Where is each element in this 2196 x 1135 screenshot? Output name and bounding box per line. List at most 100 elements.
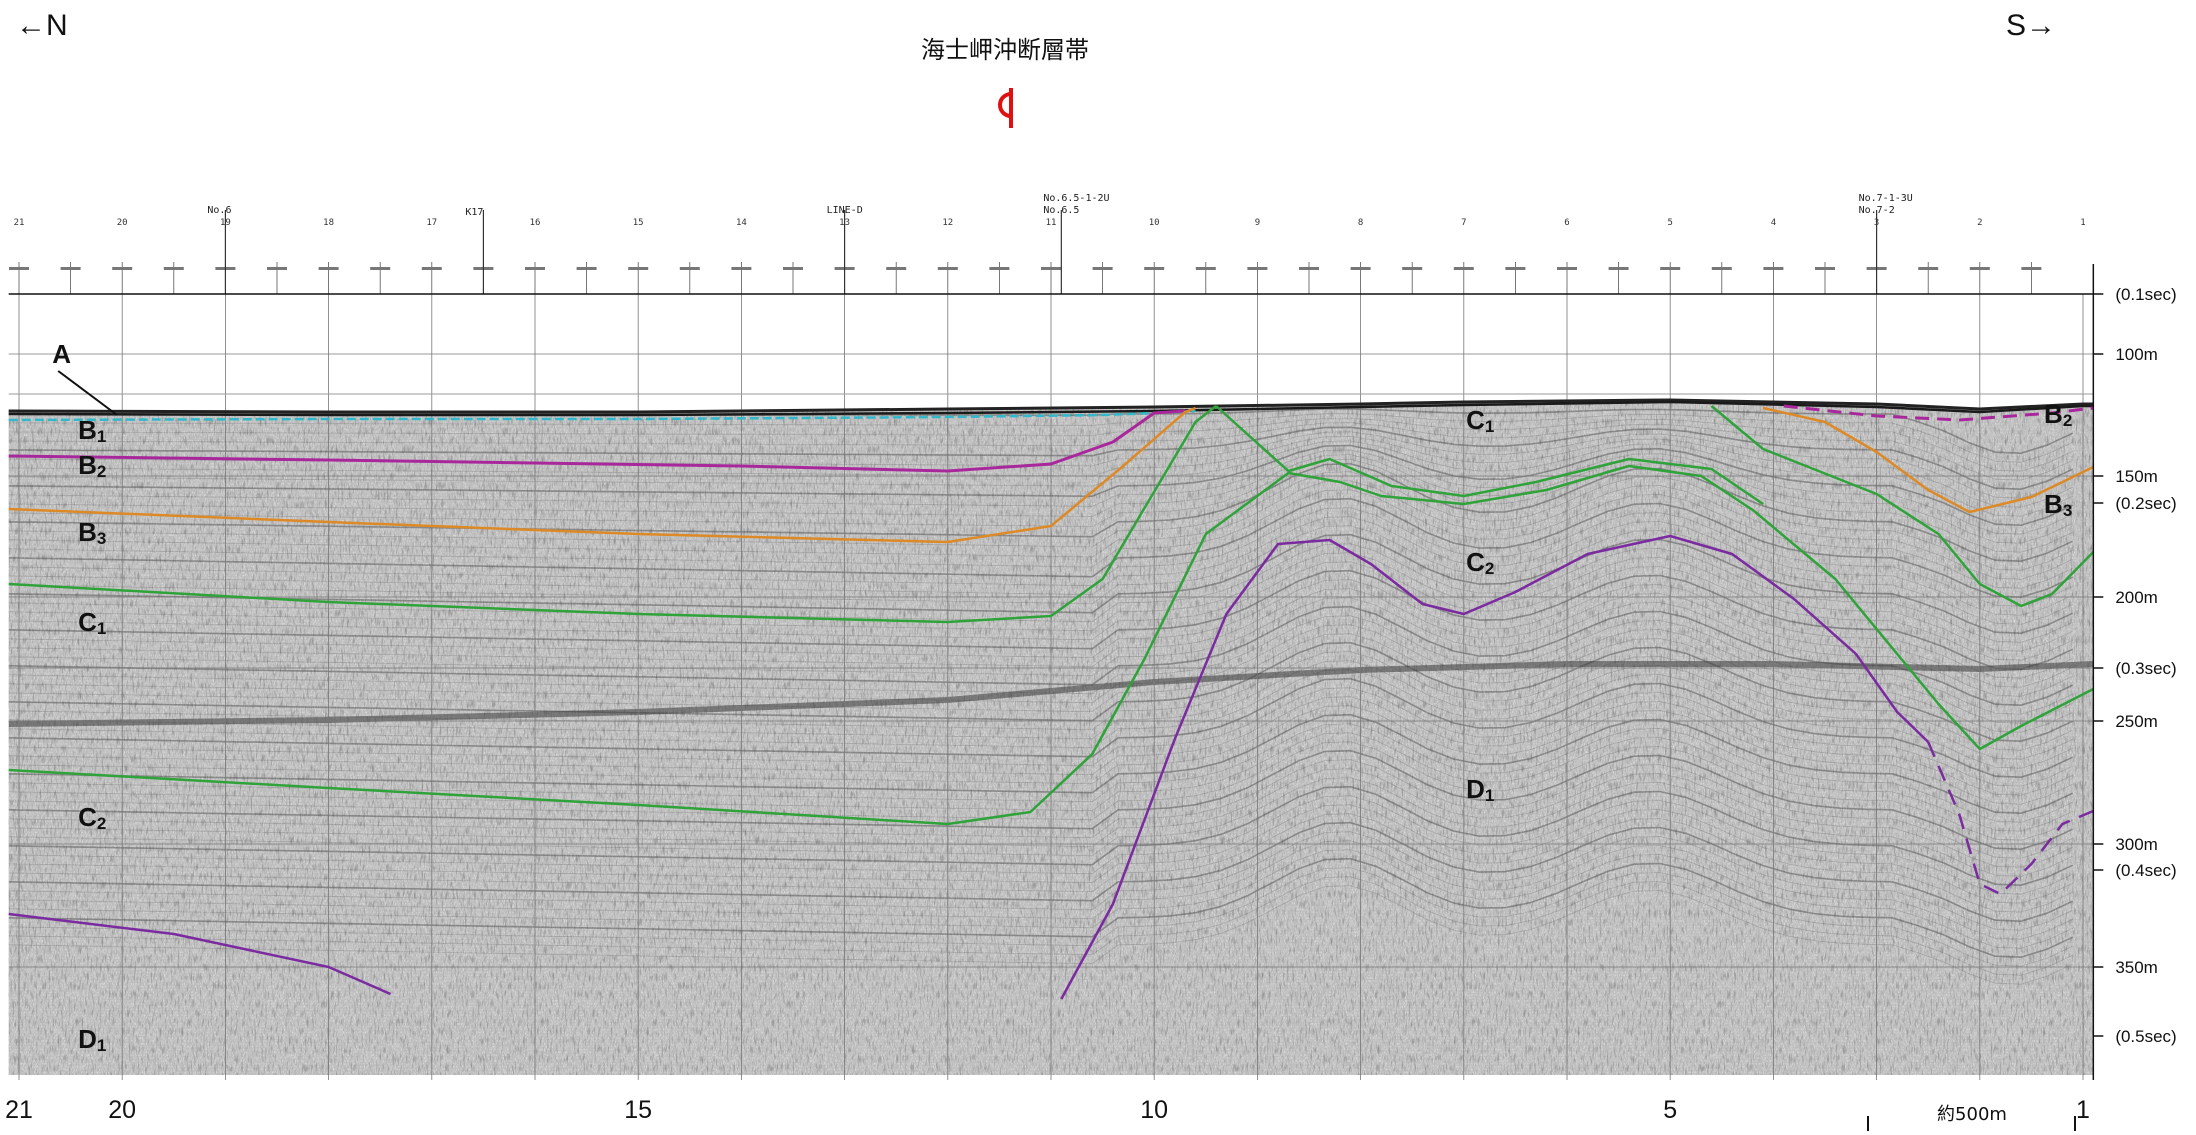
reflector-band	[8, 867, 2073, 967]
top-strip-marker	[628, 267, 649, 270]
depth-label: 300m	[2115, 835, 2158, 854]
top-strip-marker	[318, 267, 339, 270]
top-strip-marker	[1557, 267, 1577, 270]
horizon-magenta	[8, 409, 1186, 473]
fault-title: 海士岬沖断層帯	[921, 36, 1089, 64]
horizon-magentaS	[1783, 404, 2094, 422]
reflector-band	[8, 759, 2073, 859]
bottom-tick-label: 21	[5, 1096, 33, 1124]
top-strip-marker	[1711, 267, 1732, 270]
station-label: No.7-1-3U	[1859, 193, 1913, 204]
reflector-band	[8, 749, 2074, 851]
reflector-band	[8, 741, 2073, 841]
depth-label: 100m	[2115, 345, 2158, 364]
seabed-line	[8, 398, 2094, 414]
horizon-orangeS	[1762, 406, 2094, 514]
reflector-band	[8, 417, 2073, 472]
reflector-band	[8, 876, 2073, 976]
top-strip-marker	[1453, 267, 1474, 270]
reflector-band	[8, 413, 2073, 463]
unit-a-leader	[57, 370, 118, 416]
depth-label: (0.2sec)	[2115, 494, 2176, 513]
reflector-band	[8, 831, 2073, 931]
top-tick-label: 21	[14, 218, 25, 228]
seismic-reflection-image	[8, 400, 2094, 1075]
horizon-black	[8, 400, 2094, 417]
top-strip-marker	[1247, 267, 1268, 270]
unit-label-main: B	[78, 415, 97, 445]
reflector-band	[8, 497, 2074, 599]
top-tick-label: 8	[1358, 218, 1363, 228]
top-strip-marker	[1763, 267, 1784, 270]
horizon-purpleD1dash	[1927, 741, 2094, 896]
unit-label-c2: C2	[1466, 547, 1494, 578]
unit-label-b1: B1	[78, 415, 106, 446]
top-strip-marker	[937, 267, 958, 270]
horizon-purpleD	[8, 912, 391, 996]
unit-label-main: A	[52, 339, 71, 369]
top-strip-marker	[1402, 267, 1423, 270]
top-strip-marker	[9, 267, 29, 270]
reflector-band	[8, 516, 2073, 616]
station-label: No.6	[207, 205, 231, 216]
reflector-band	[8, 444, 2074, 527]
horizon-greenC2upper	[1215, 405, 1764, 506]
top-tick-label: 6	[1564, 218, 1569, 228]
top-strip-marker	[886, 267, 907, 270]
unit-label-subscript: 1	[1485, 786, 1494, 805]
top-tick-label: 1	[2080, 218, 2085, 228]
top-tick-label: 10	[1149, 218, 1160, 228]
reflector-band	[8, 795, 2073, 895]
unit-label-c2: C2	[78, 802, 106, 833]
top-strip-marker	[1092, 267, 1113, 270]
depth-label: (0.1sec)	[2115, 285, 2176, 304]
top-strip-marker	[1660, 267, 1681, 270]
top-strip-marker	[1041, 267, 1061, 270]
reflector-band	[8, 489, 2073, 589]
top-tick-label: 2	[1977, 218, 1982, 228]
reflector-band	[8, 713, 2074, 815]
reflector-band	[8, 732, 2073, 832]
top-strip-marker	[1144, 267, 1165, 270]
unit-label-d1: D1	[78, 1024, 106, 1055]
reflector-band	[8, 480, 2073, 580]
unit-label-main: B	[2044, 399, 2063, 429]
unit-label-main: D	[1466, 774, 1485, 804]
reflector-band	[8, 705, 2073, 805]
unit-label-b2: B2	[78, 450, 106, 481]
north-label: ←N	[16, 9, 68, 42]
reflector-band	[8, 426, 2074, 491]
station-label: No.6.5	[1043, 205, 1079, 216]
reflector-band	[8, 821, 2074, 923]
depth-label: 350m	[2115, 958, 2158, 977]
top-strip-marker	[1299, 267, 1319, 270]
top-strip-marker	[1969, 267, 1990, 270]
scale-bar: 約500m	[1867, 1104, 2076, 1131]
reflector-band	[8, 525, 2073, 625]
depth-label: (0.5sec)	[2115, 1027, 2176, 1046]
reflector-band	[8, 813, 2073, 913]
top-strip-marker	[1195, 267, 1216, 270]
station-label: No.6.5-1-2U	[1043, 193, 1109, 204]
reflector-band	[8, 669, 2073, 769]
reflector-band	[8, 454, 2073, 544]
top-strip-marker	[783, 267, 803, 270]
bottom-tick-label: 20	[108, 1096, 136, 1124]
horizon-greenC1	[8, 405, 1217, 624]
bottom-tick-label: 15	[624, 1096, 652, 1124]
station-label: K17	[465, 207, 483, 218]
top-tick-label: 12	[942, 218, 953, 228]
station-label: No.7-2	[1859, 205, 1895, 216]
reflector-band	[8, 840, 2073, 940]
fault-symbol	[998, 88, 1013, 128]
unit-label-main: C	[78, 607, 97, 637]
unit-label-subscript: 2	[1485, 559, 1494, 578]
top-strip-marker	[267, 267, 287, 270]
top-strip-marker	[1505, 267, 1526, 270]
reflector-band	[8, 440, 2073, 517]
reflector-band	[8, 768, 2073, 868]
profile-axes: (0.1sec) 100m 150m (0.2sec) 200m (0.3sec) 250m…	[5, 264, 2177, 1124]
top-strip-marker	[1815, 267, 1835, 270]
